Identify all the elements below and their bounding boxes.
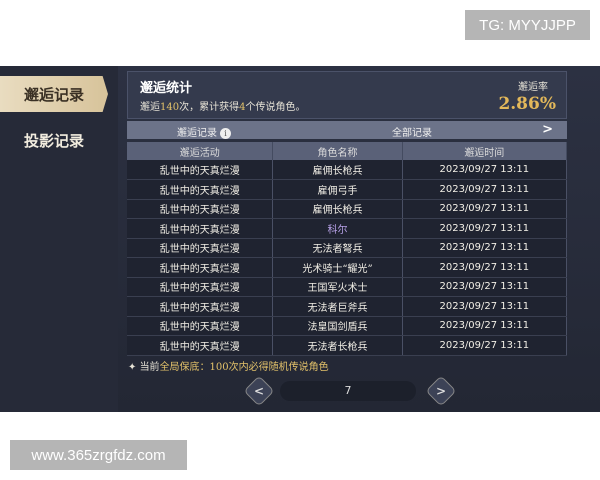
- table-row: 乱世中的天真烂漫 法皇国剑盾兵 2023/09/27 13:11: [127, 316, 568, 336]
- character-cell: 无法者弩兵: [272, 238, 403, 258]
- activity-cell: 乱世中的天真烂漫: [127, 296, 274, 317]
- tg-watermark: TG: MYYJJPP: [465, 10, 590, 40]
- table-row: 乱世中的天真烂漫 雇佣弓手 2023/09/27 13:11: [127, 179, 568, 200]
- time-cell: 2023/09/27 13:11: [402, 218, 568, 239]
- character-cell: 科尔: [272, 218, 403, 239]
- time-cell: 2023/09/27 13:11: [402, 277, 568, 297]
- character-cell: 雇佣长枪兵: [272, 199, 403, 219]
- column-header: 邂逅时间: [402, 142, 568, 160]
- activity-cell: 乱世中的天真烂漫: [127, 218, 274, 239]
- page-number: 7: [280, 381, 416, 401]
- character-cell: 雇佣长枪兵: [272, 160, 403, 180]
- rate-label: 邂逅率: [518, 82, 548, 93]
- table-row: 乱世中的天真烂漫 雇佣长枪兵 2023/09/27 13:11: [127, 160, 568, 180]
- table-row: 乱世中的天真烂漫 无法者弩兵 2023/09/27 13:11: [127, 238, 568, 258]
- table-row: 乱世中的天真烂漫 王国军火术士 2023/09/27 13:11: [127, 277, 568, 297]
- activity-cell: 乱世中的天真烂漫: [127, 238, 274, 258]
- character-cell: 王国军火术士: [272, 277, 403, 297]
- table-row: 乱世中的天真烂漫 雇佣长枪兵 2023/09/27 13:11: [127, 199, 568, 219]
- info-icon[interactable]: i: [220, 128, 231, 139]
- activity-cell: 乱世中的天真烂漫: [127, 179, 274, 200]
- table-row: 乱世中的天真烂漫 光术骑士“耀光” 2023/09/27 13:11: [127, 257, 568, 278]
- chevron-right-icon[interactable]: >: [542, 122, 553, 137]
- activity-cell: 乱世中的天真烂漫: [127, 277, 274, 297]
- guarantee-note: ✦ 当前全局保底：100次内必得随机传说角色: [128, 362, 329, 373]
- table-row: 乱世中的天真烂漫 无法者长枪兵 2023/09/27 13:11: [127, 335, 568, 356]
- sidebar-item-projection-records[interactable]: 投影记录: [24, 132, 85, 150]
- time-cell: 2023/09/27 13:11: [402, 296, 568, 317]
- stats-panel: 邂逅统计 邂逅140次，累计获得4个传说角色。 邂逅率 2.86%: [127, 71, 567, 119]
- time-cell: 2023/09/27 13:11: [402, 160, 568, 180]
- filter-selected[interactable]: 全部记录: [392, 128, 432, 139]
- prev-page-button[interactable]: <: [243, 375, 275, 407]
- chevron-left-icon: <: [253, 384, 265, 398]
- character-cell: 无法者长枪兵: [272, 335, 403, 356]
- site-watermark: www.365zrgfdz.com: [10, 440, 187, 470]
- sparkle-icon: ✦: [128, 362, 140, 373]
- record-filter[interactable]: 邂逅记录 i 全部记录 >: [127, 121, 567, 139]
- stats-title: 邂逅统计: [140, 81, 193, 96]
- character-cell: 无法者巨斧兵: [272, 296, 403, 317]
- stats-summary: 邂逅140次，累计获得4个传说角色。: [140, 102, 306, 113]
- sidebar-item-encounter-records[interactable]: 邂逅记录: [0, 76, 108, 112]
- filter-label: 邂逅记录 i: [177, 124, 231, 139]
- table-row: 乱世中的天真烂漫 科尔 2023/09/27 13:11: [127, 218, 568, 239]
- activity-cell: 乱世中的天真烂漫: [127, 257, 274, 278]
- time-cell: 2023/09/27 13:11: [402, 179, 568, 200]
- chevron-right-icon: >: [435, 384, 447, 398]
- game-screen: 邂逅记录 投影记录 邂逅统计 邂逅140次，累计获得4个传说角色。 邂逅率 2.…: [0, 66, 600, 412]
- activity-cell: 乱世中的天真烂漫: [127, 160, 274, 180]
- records-table: 邂逅活动 角色名称 邂逅时间 乱世中的天真烂漫 雇佣长枪兵 2023/09/27 1…: [127, 142, 568, 356]
- activity-cell: 乱世中的天真烂漫: [127, 335, 274, 356]
- time-cell: 2023/09/27 13:11: [402, 199, 568, 219]
- sidebar: 邂逅记录 投影记录: [0, 66, 118, 412]
- time-cell: 2023/09/27 13:11: [402, 238, 568, 258]
- rate-value: 2.86%: [498, 94, 556, 114]
- character-cell: 光术骑士“耀光”: [272, 257, 403, 278]
- activity-cell: 乱世中的天真烂漫: [127, 316, 274, 336]
- activity-cell: 乱世中的天真烂漫: [127, 199, 274, 219]
- table-row: 乱世中的天真烂漫 无法者巨斧兵 2023/09/27 13:11: [127, 296, 568, 317]
- character-cell: 法皇国剑盾兵: [272, 316, 403, 336]
- column-header: 邂逅活动: [127, 142, 274, 160]
- time-cell: 2023/09/27 13:11: [402, 257, 568, 278]
- time-cell: 2023/09/27 13:11: [402, 335, 568, 356]
- next-page-button[interactable]: >: [425, 375, 457, 407]
- column-header: 角色名称: [272, 142, 403, 160]
- time-cell: 2023/09/27 13:11: [402, 316, 568, 336]
- character-cell: 雇佣弓手: [272, 179, 403, 200]
